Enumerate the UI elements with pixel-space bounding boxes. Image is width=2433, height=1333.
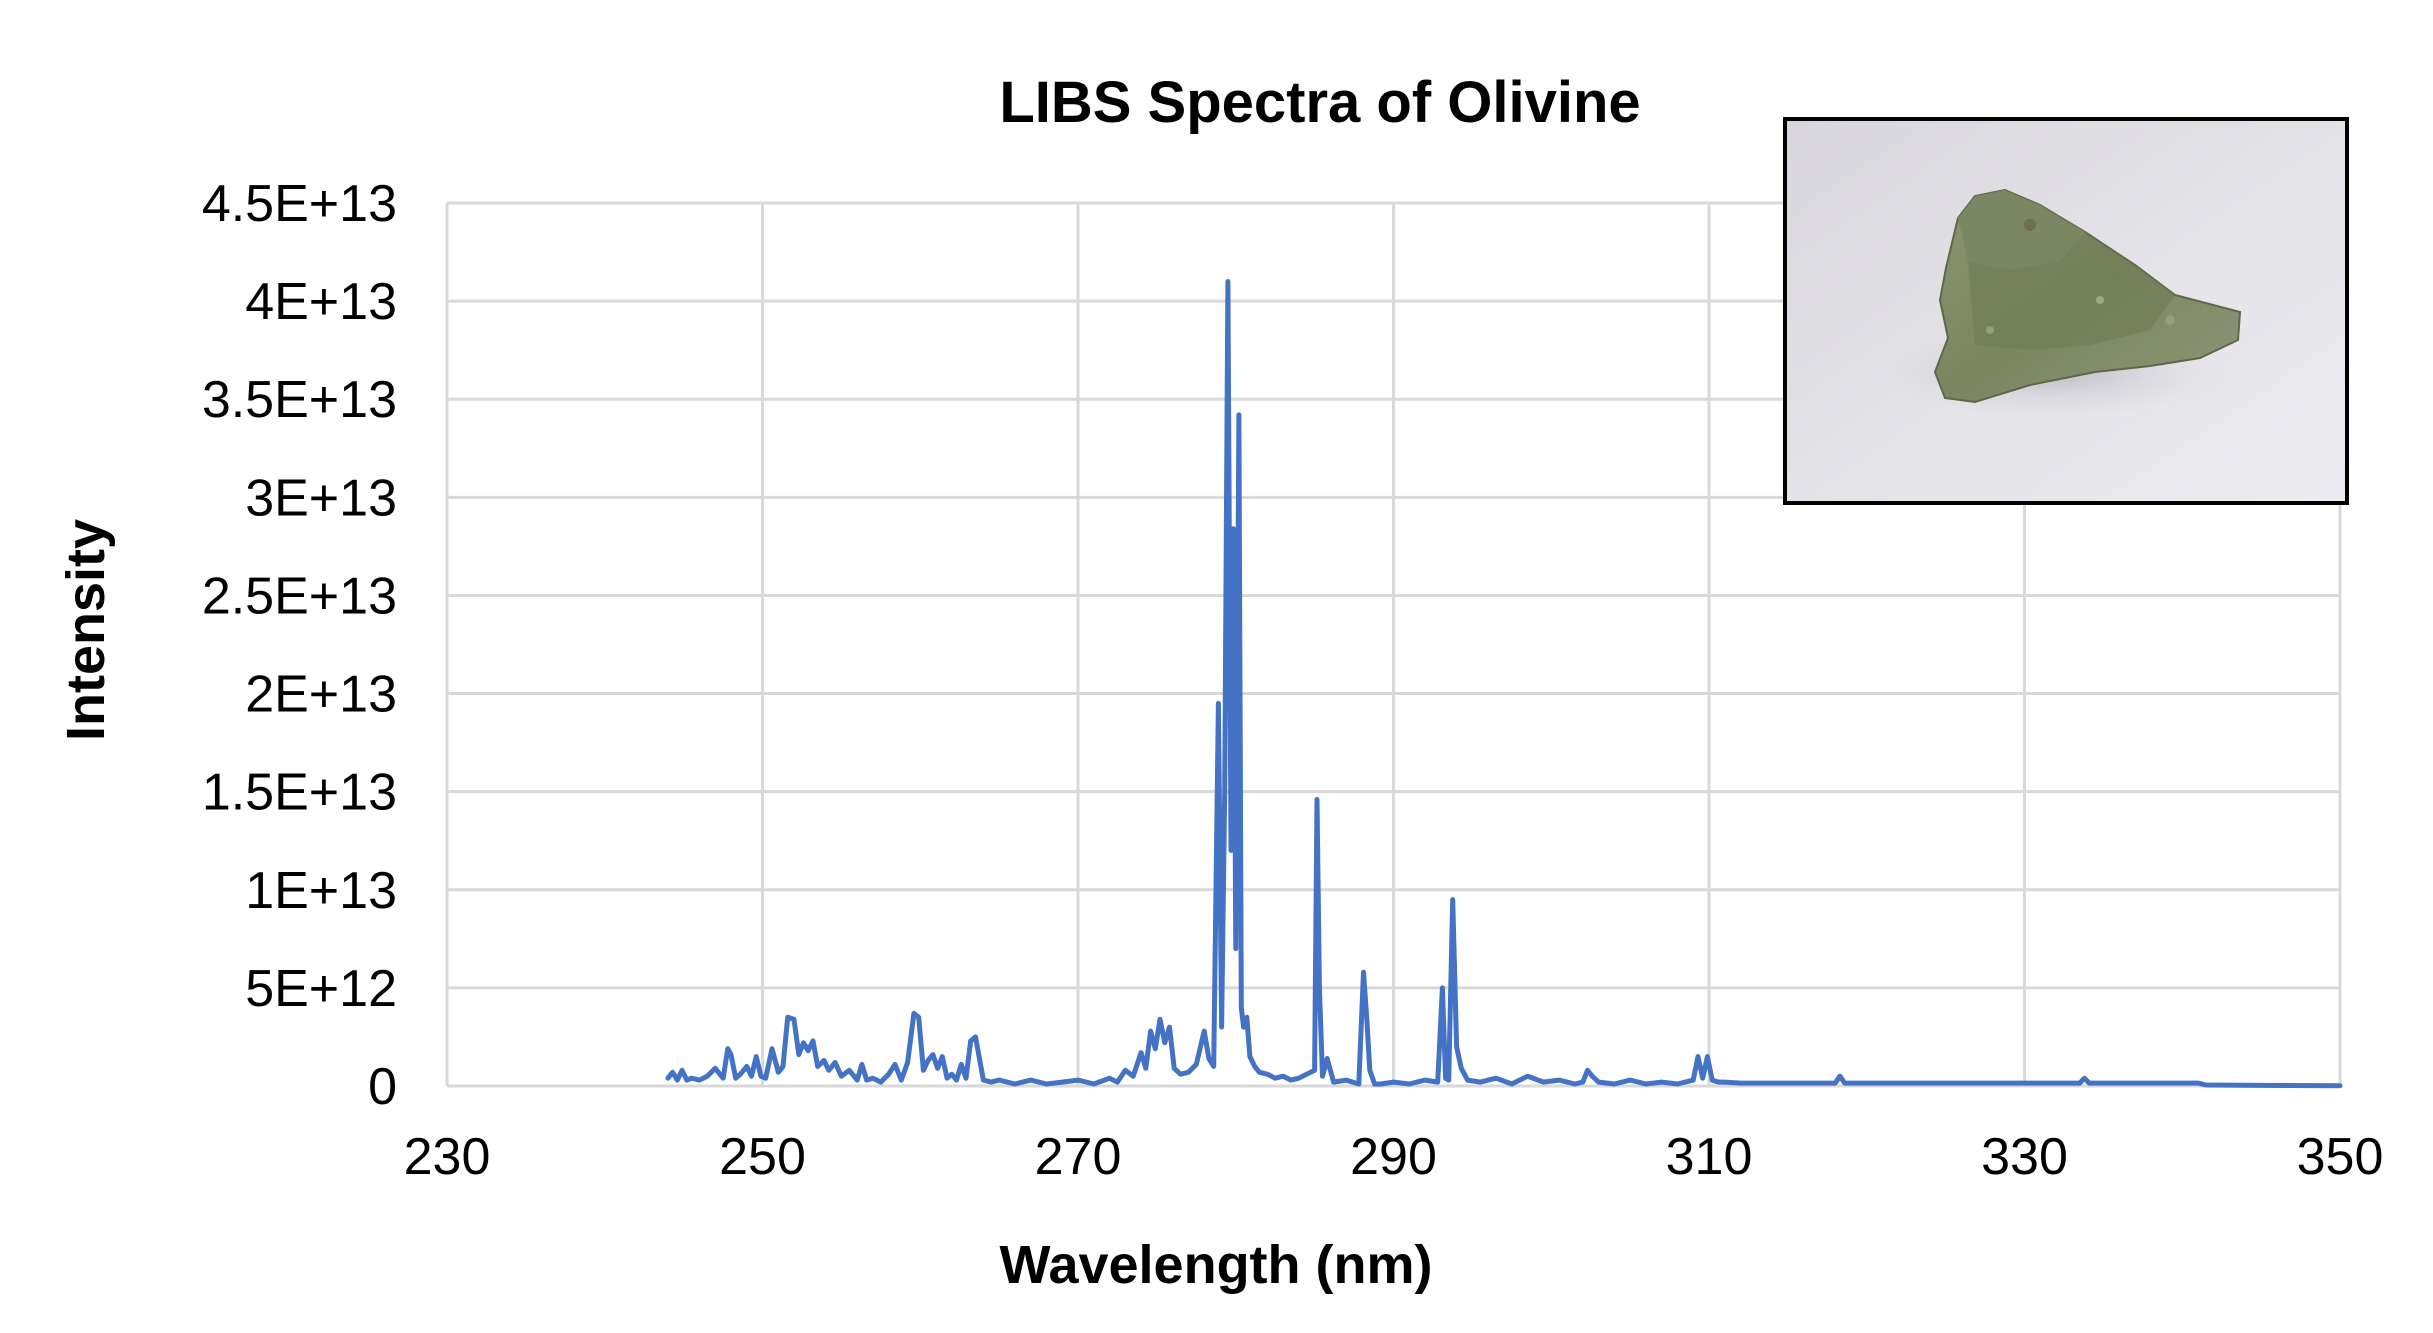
x-tick-label: 310 <box>1666 1128 1753 1186</box>
x-tick-label: 330 <box>1981 1128 2068 1186</box>
x-tick-labels: 230 250 270 290 310 330 350 <box>404 1128 2384 1186</box>
y-tick-label: 2E+13 <box>245 666 397 724</box>
y-axis-title: Intensity <box>56 519 116 741</box>
intensity-series-line <box>665 279 2343 1089</box>
x-tick-label: 350 <box>2297 1128 2384 1186</box>
olivine-rock-photo <box>1783 117 2349 505</box>
x-tick-label: 250 <box>719 1128 806 1186</box>
y-tick-label: 2.5E+13 <box>202 567 397 625</box>
y-tick-label: 4.5E+13 <box>202 175 397 233</box>
y-tick-label: 3E+13 <box>245 469 397 527</box>
y-tick-labels: 0 5E+12 1E+13 1.5E+13 2E+13 2.5E+13 3E+13 3.5E+… <box>202 175 397 1116</box>
y-tick-label: 4E+13 <box>245 273 397 331</box>
x-tick-label: 230 <box>404 1128 491 1186</box>
y-tick-label: 1.5E+13 <box>202 764 397 822</box>
y-tick-label: 5E+12 <box>245 960 397 1018</box>
y-tick-label: 0 <box>368 1058 397 1116</box>
y-tick-label: 3.5E+13 <box>202 371 397 429</box>
x-axis-title: Wavelength (nm) <box>999 1235 1432 1295</box>
x-tick-label: 290 <box>1350 1128 1437 1186</box>
y-tick-label: 1E+13 <box>245 862 397 920</box>
chart-title: LIBS Spectra of Olivine <box>999 70 1640 135</box>
x-tick-label: 270 <box>1035 1128 1122 1186</box>
